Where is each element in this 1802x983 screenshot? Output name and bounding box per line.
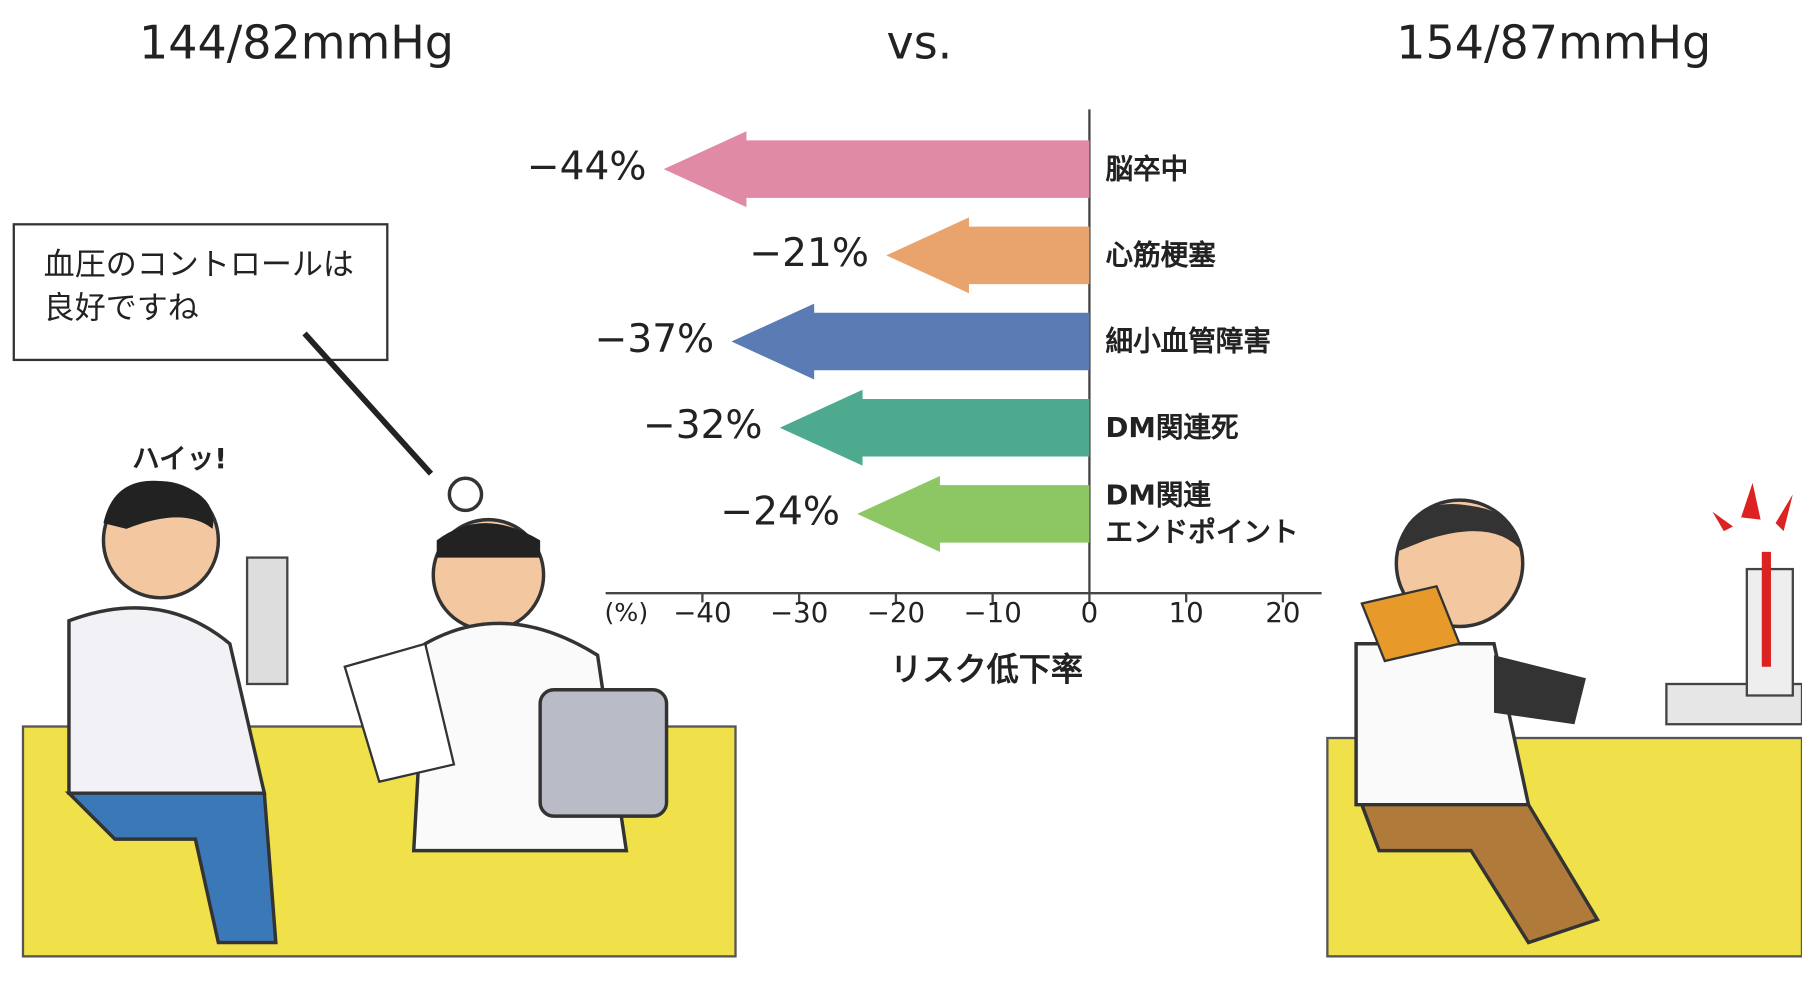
speech-bubble: 血圧のコントロールは 良好ですね ハイッ! — [12, 223, 434, 476]
x-unit-label: (%) — [604, 598, 648, 627]
bubble-box — [12, 223, 389, 362]
x-tick-label: −30 — [770, 596, 828, 629]
category-label-wrap: 細小血管障害 — [1105, 296, 1335, 388]
value-label: −21% — [749, 231, 869, 276]
paper — [343, 642, 456, 784]
value-label: −44% — [527, 145, 647, 190]
bubble-text-box: 血圧のコントロールは 良好ですね — [43, 247, 354, 327]
arrow-bar — [886, 217, 1090, 294]
x-tick-label: 10 — [1169, 596, 1204, 629]
arrow-bar — [663, 131, 1090, 208]
mercury — [1761, 551, 1771, 667]
monitor — [245, 556, 289, 686]
man-hair — [1396, 503, 1523, 552]
plot: −40 −30 −20 −10 0 10 20 (%) リスク低下率 −44% 脳卒中 −21% 心筋梗… — [527, 109, 1335, 688]
patient-shirt — [67, 606, 267, 795]
x-axis-label: リスク低下率 — [890, 650, 1083, 688]
bubble-pointer — [302, 331, 434, 476]
illustration-right — [1326, 482, 1802, 958]
left-title: 144/82mmHg — [139, 16, 454, 70]
patient-pants — [64, 791, 278, 945]
category-label-box: 細小血管障害 — [1105, 296, 1335, 388]
cuff — [1494, 655, 1586, 725]
category-label: DM関連 エンドポイント — [1105, 479, 1299, 549]
x-tick-label: −10 — [964, 596, 1022, 629]
burst — [1712, 482, 1793, 532]
category-label-wrap: DM関連死 — [1105, 382, 1335, 474]
center-title: vs. — [887, 16, 953, 70]
doctor-speech: 血圧のコントロールは 良好ですね — [43, 247, 354, 327]
illustration-left — [21, 476, 737, 958]
value-label: −37% — [595, 317, 715, 362]
snack — [1360, 584, 1462, 663]
man-pants — [1359, 802, 1601, 945]
patient-speech: ハイッ! — [132, 442, 227, 475]
category-label-box: 脳卒中 — [1105, 123, 1335, 215]
value-label: −24% — [720, 489, 840, 534]
category-label-box: DM関連 エンドポイント — [1105, 468, 1335, 560]
doctor-hair — [436, 523, 541, 558]
x-tick-label: 20 — [1265, 596, 1300, 629]
category-label: 心筋梗塞 — [1105, 239, 1216, 272]
patient-hair — [103, 480, 214, 529]
category-label-wrap: 脳卒中 — [1105, 123, 1335, 215]
category-label-wrap: DM関連 エンドポイント — [1105, 468, 1335, 560]
arrow-bar — [731, 303, 1090, 380]
chair — [538, 688, 669, 818]
x-tick-label: −40 — [673, 596, 731, 629]
right-title: 154/87mmHg — [1396, 16, 1711, 70]
x-tick-label: −20 — [867, 596, 925, 629]
category-label-wrap: 心筋梗塞 — [1105, 209, 1335, 301]
value-label: −32% — [643, 403, 763, 448]
x-tick-label: 0 — [1081, 596, 1099, 629]
category-label: 脳卒中 — [1105, 153, 1189, 186]
arrow-bar — [857, 475, 1090, 552]
category-label-box: DM関連死 — [1105, 382, 1335, 474]
category-label: 細小血管障害 — [1105, 325, 1271, 358]
category-label: DM関連死 — [1105, 411, 1239, 444]
arrow-bar — [779, 389, 1090, 466]
head-mirror — [447, 476, 484, 513]
category-label-box: 心筋梗塞 — [1105, 209, 1335, 301]
